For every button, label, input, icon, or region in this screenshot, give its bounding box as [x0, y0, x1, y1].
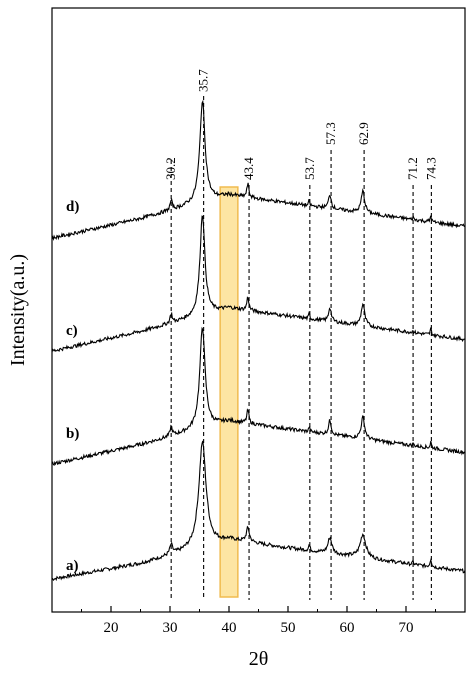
peak-label-0: 30.2	[163, 157, 178, 180]
peak-label-5: 62.9	[356, 122, 371, 145]
x-tick-label-5: 70	[399, 620, 414, 636]
x-tick-label-3: 50	[281, 620, 296, 636]
reference-lines-layer: 30.2 35.7 43.4 53.7 57.3 62.9 71.2 74.3	[163, 69, 438, 600]
series-1-line	[51, 326, 466, 467]
peak-label-1: 35.7	[196, 69, 211, 92]
curve-label-0: a)	[66, 558, 79, 574]
curve-label-3: d)	[66, 199, 79, 215]
highlight-band-layer	[219, 186, 239, 598]
peak-label-3: 53.7	[302, 157, 317, 180]
x-tick-label-2: 40	[222, 620, 237, 636]
peak-label-6: 71.2	[405, 157, 420, 180]
peak-label-7: 74.3	[423, 157, 438, 180]
x-ticks-layer: 20 30 40 50 60 70	[81, 606, 436, 636]
curve-label-1: b)	[66, 426, 79, 442]
x-tick-label-4: 60	[340, 620, 355, 636]
curve-labels-layer: a) b) c) d)	[66, 199, 79, 574]
series-0-line	[51, 440, 466, 582]
plot-frame	[51, 7, 466, 613]
axes-layer	[51, 7, 466, 613]
series-2-line	[51, 215, 466, 353]
curve-label-2: c)	[66, 323, 78, 339]
series-3-line	[51, 99, 466, 242]
x-axis-title: 2θ	[249, 648, 269, 670]
peak-label-2: 43.4	[241, 157, 256, 180]
peak-label-4: 57.3	[323, 122, 338, 145]
x-tick-label-0: 20	[104, 620, 119, 636]
series-layer	[51, 99, 466, 582]
highlight-band	[219, 186, 239, 598]
x-tick-label-1: 30	[163, 620, 178, 636]
y-axis-title: Intensity(a.u.)	[7, 254, 29, 366]
